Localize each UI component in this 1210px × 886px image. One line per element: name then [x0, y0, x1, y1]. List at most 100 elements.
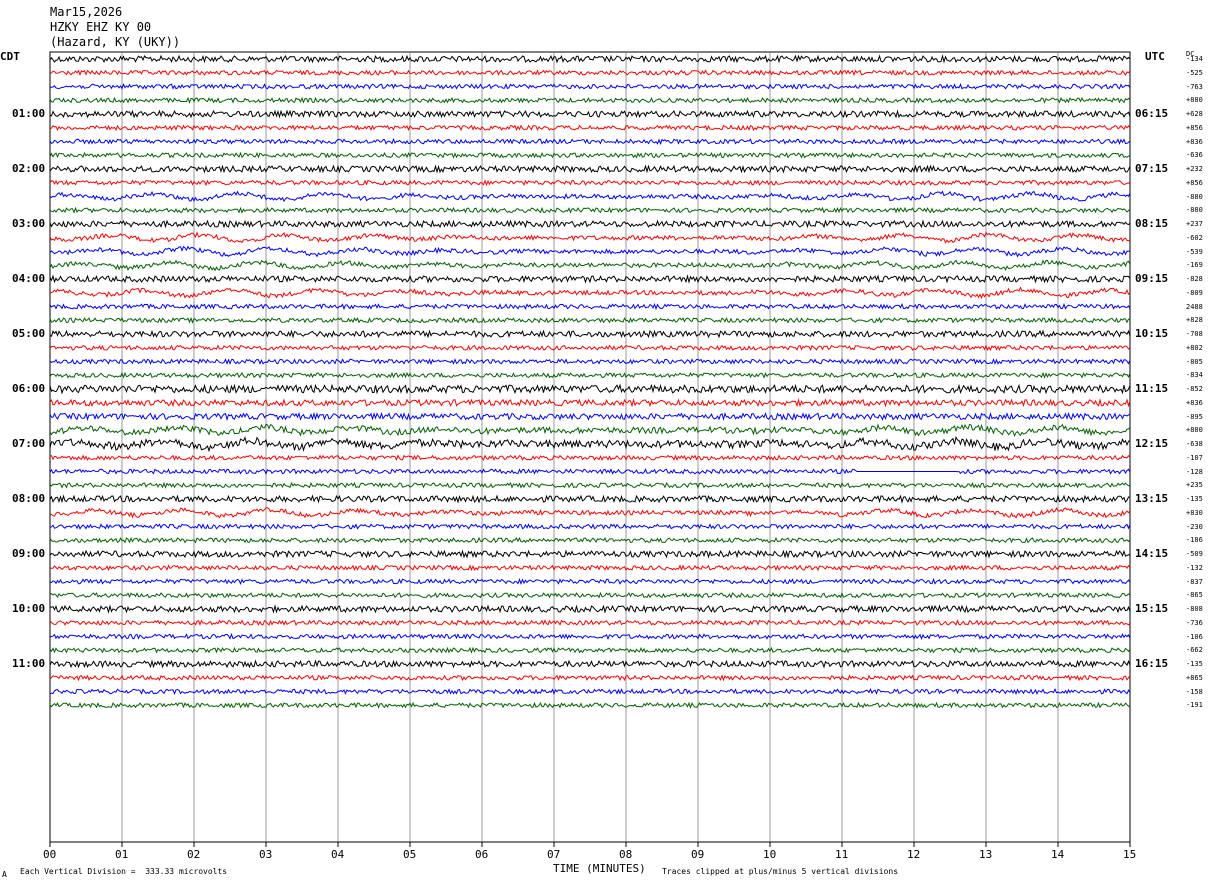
trace-line — [49, 397, 1131, 408]
x-tick-label: 00 — [43, 848, 57, 861]
trace-line — [49, 604, 1131, 614]
dc-offset-label: -837 — [1186, 577, 1203, 586]
dc-offset-label: -636 — [1186, 151, 1203, 160]
trace-line — [49, 423, 1131, 438]
trace-line — [49, 659, 1131, 669]
right-time-label: 15:15 — [1135, 602, 1169, 615]
right-time-label: 10:15 — [1135, 327, 1169, 340]
dc-offset-label: -134 — [1186, 55, 1203, 63]
right-time-label: 09:15 — [1135, 272, 1169, 285]
dc-offset-label: -708 — [1186, 330, 1203, 338]
x-tick-label: 11 — [835, 848, 849, 861]
dc-offset-label: -865 — [1186, 591, 1203, 600]
right-time-label: 14:15 — [1135, 547, 1169, 560]
dc-offset-label: +232 — [1186, 165, 1203, 173]
x-tick-label: 12 — [907, 848, 921, 861]
trace-line — [49, 206, 1131, 214]
dc-offset-label: +830 — [1186, 508, 1203, 517]
right-axis-title: UTC — [1145, 50, 1165, 63]
x-tick-label: 01 — [115, 848, 129, 861]
dc-title: DC — [1186, 50, 1195, 58]
x-tick-label: 04 — [331, 848, 345, 861]
x-tick-label: 06 — [475, 848, 489, 861]
trace-line — [49, 164, 1131, 174]
trace-line — [49, 454, 1131, 462]
dc-offset-label: -662 — [1186, 646, 1203, 655]
dc-offset-label: -638 — [1186, 440, 1203, 448]
trace-line — [49, 371, 1131, 379]
dc-offset-label: +828 — [1186, 316, 1203, 325]
dc-offset-label: +836 — [1186, 398, 1203, 407]
dc-offset-label: -128 — [1186, 467, 1203, 476]
left-time-label: 08:00 — [12, 492, 46, 505]
dc-offset-label: +237 — [1186, 220, 1203, 228]
left-time-label: 04:00 — [12, 272, 46, 285]
dc-offset-label: -834 — [1186, 371, 1203, 380]
header-location: (Hazard, KY (UKY)) — [50, 35, 181, 49]
left-time-label: 06:00 — [12, 382, 46, 395]
x-tick-label: 08 — [619, 848, 633, 861]
x-tick-label: 05 — [403, 848, 417, 861]
trace-line — [49, 564, 1131, 572]
trace-line — [49, 286, 1131, 300]
dc-offset-label: 2488 — [1186, 302, 1203, 311]
left-time-label: 11:00 — [12, 657, 46, 670]
trace-line — [49, 316, 1131, 324]
clip-note: Traces clipped at plus/minus 5 vertical … — [662, 867, 899, 876]
trace-line — [49, 591, 1131, 599]
right-time-label: 08:15 — [1135, 217, 1169, 230]
right-time-label: 16:15 — [1135, 657, 1169, 670]
trace-line — [49, 468, 1131, 475]
trace-line — [49, 701, 1131, 709]
right-time-label: 13:15 — [1135, 492, 1169, 505]
dc-offset-label: +836 — [1186, 137, 1203, 146]
trace-line — [49, 523, 1131, 531]
dc-offset-label: -169 — [1186, 261, 1203, 270]
trace-line — [49, 151, 1131, 159]
dc-offset-label: -525 — [1186, 68, 1203, 77]
dc-offset-label: +856 — [1186, 178, 1203, 187]
trace-line — [49, 383, 1131, 395]
trace-line — [49, 231, 1131, 244]
dc-offset-label: -186 — [1186, 536, 1203, 545]
trace-line — [49, 219, 1131, 229]
trace-line — [49, 69, 1131, 77]
trace-line — [49, 358, 1131, 366]
trace-line — [49, 549, 1131, 559]
trace-line — [49, 109, 1131, 119]
dc-offset-label: -106 — [1186, 632, 1203, 641]
trace-line — [49, 507, 1131, 519]
dc-offset-label: +856 — [1186, 123, 1203, 132]
left-time-label: 09:00 — [12, 547, 46, 560]
x-tick-label: 09 — [691, 848, 705, 861]
dc-offset-label: -230 — [1186, 522, 1203, 531]
dc-offset-label: +628 — [1186, 110, 1203, 118]
trace-line — [49, 245, 1131, 258]
trace-line — [49, 536, 1131, 544]
trace-line — [49, 619, 1131, 627]
dc-offset-label: -135 — [1186, 495, 1203, 503]
dc-offset-label: -135 — [1186, 660, 1203, 668]
trace-line — [49, 435, 1131, 453]
trace-line — [49, 674, 1131, 682]
left-time-label: 01:00 — [12, 107, 46, 120]
left-time-label: 02:00 — [12, 162, 46, 175]
header-station: HZKY EHZ KY 00 — [50, 20, 152, 34]
trace-line — [49, 190, 1131, 203]
x-axis-label: TIME (MINUTES) — [553, 862, 646, 875]
trace-line — [49, 632, 1131, 641]
dc-offset-label: +880 — [1186, 96, 1203, 105]
scale-note: Each Vertical Division = 333.33 microvol… — [20, 867, 228, 876]
dc-offset-label: -880 — [1186, 206, 1203, 215]
header-date: Mar15,2026 — [50, 5, 123, 19]
x-tick-label: 14 — [1051, 848, 1065, 861]
x-tick-label: 07 — [547, 848, 561, 861]
left-time-label: 07:00 — [12, 437, 46, 450]
dc-offset-label: -880 — [1186, 192, 1203, 201]
dc-offset-label: -602 — [1186, 233, 1203, 242]
left-axis-title: CDT — [0, 50, 20, 63]
trace-line — [49, 646, 1131, 654]
dc-offset-label: -852 — [1186, 385, 1203, 393]
trace-line — [49, 302, 1131, 311]
